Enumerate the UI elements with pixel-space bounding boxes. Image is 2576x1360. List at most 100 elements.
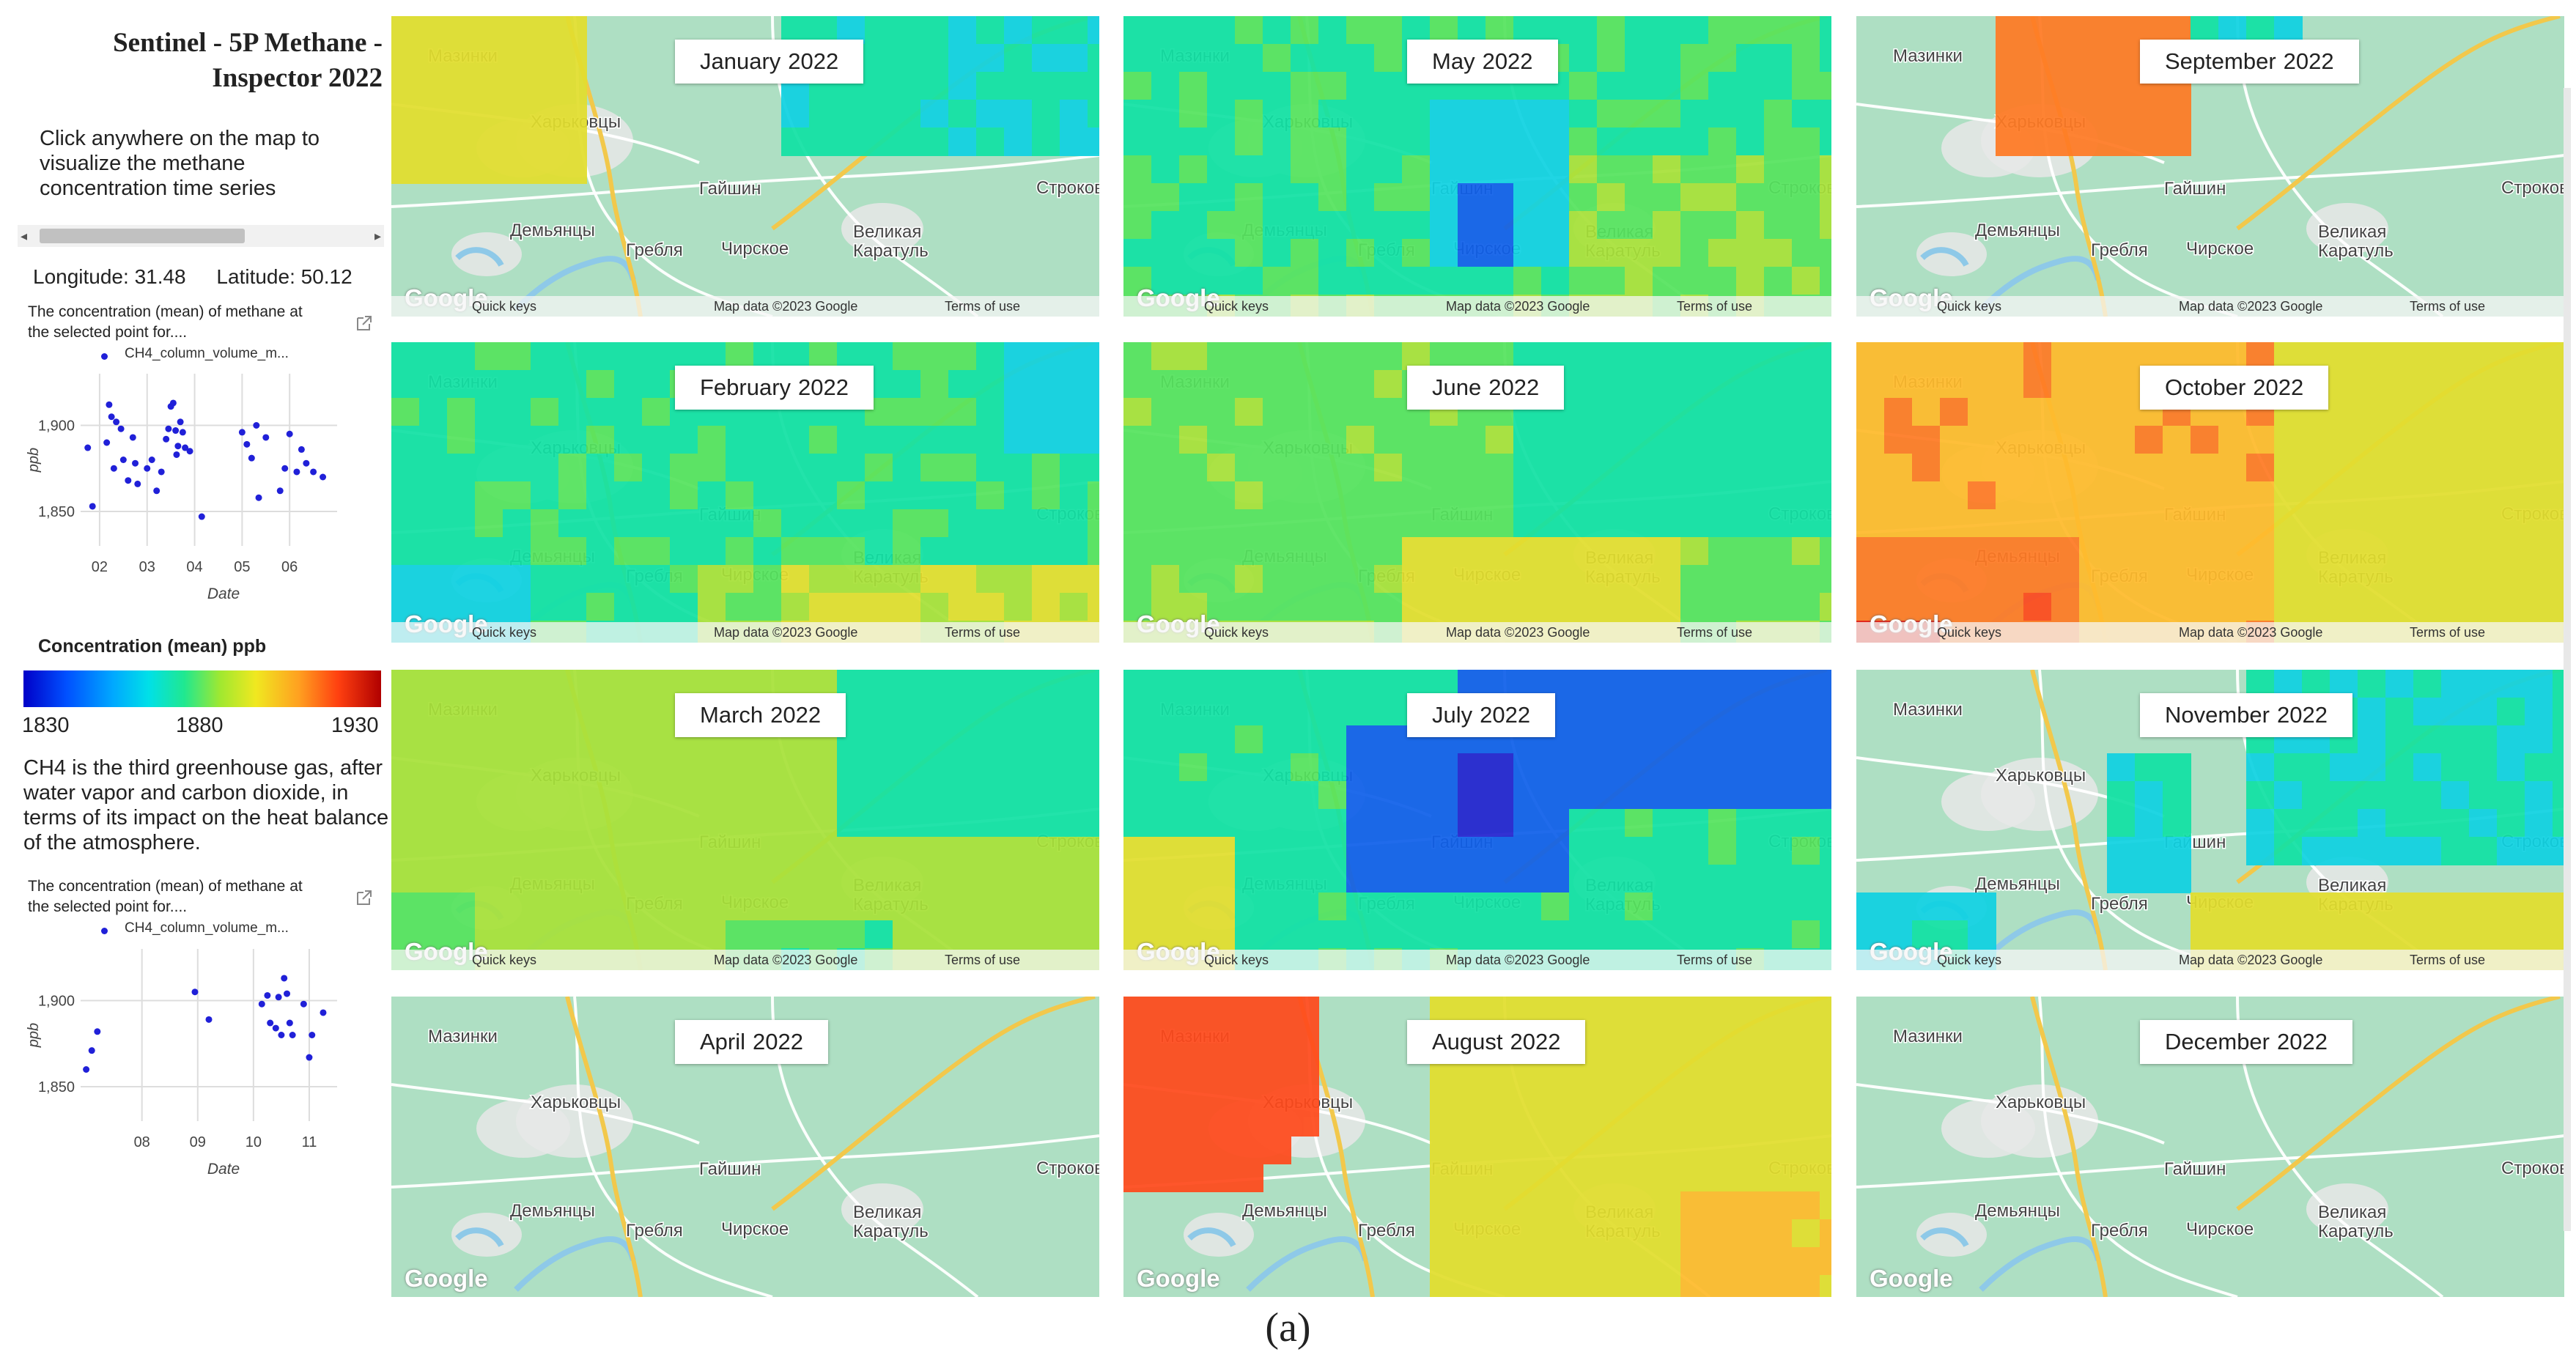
chart1-point[interactable] (173, 451, 180, 458)
chart1-point[interactable] (298, 446, 305, 453)
chart1-point[interactable] (172, 427, 180, 435)
map-panel-may[interactable]: МазинкиХарьковцыГайшинДемьянцыГребляЧирс… (1123, 16, 1831, 317)
terms-link[interactable]: Terms of use (945, 299, 1021, 314)
chart1-point[interactable] (108, 413, 115, 421)
chart1-point[interactable] (110, 465, 117, 472)
quick-keys-link[interactable]: Quick keys (1937, 625, 2002, 640)
terms-link[interactable]: Terms of use (2410, 625, 2486, 640)
map-panel-aug[interactable]: МазинкиХарьковцыГайшинДемьянцыГребляЧирс… (1123, 997, 1831, 1297)
chart1-point[interactable] (320, 473, 327, 481)
chart2-point[interactable] (281, 975, 288, 982)
chart2-point[interactable] (272, 1024, 279, 1032)
chart2-point[interactable] (289, 1032, 296, 1038)
chart1-point[interactable] (243, 440, 251, 448)
chart2-point[interactable] (275, 994, 282, 1001)
chart2-point[interactable] (83, 1066, 90, 1073)
chart1-point[interactable] (303, 459, 310, 467)
chart1-point[interactable] (281, 465, 289, 472)
scrollbar-thumb[interactable] (40, 229, 245, 243)
chart2-point[interactable] (278, 1032, 285, 1038)
chart2-point[interactable] (309, 1032, 316, 1038)
chart1-point[interactable] (253, 422, 260, 429)
scroll-right-icon[interactable]: ▸ (374, 229, 381, 243)
chart1-point[interactable] (186, 448, 193, 455)
terms-link[interactable]: Terms of use (945, 625, 1021, 640)
chart2-point[interactable] (264, 991, 271, 999)
map-panel-jan[interactable]: МазинкиХарьковцыГайшинДемьянцыГребляЧирс… (391, 16, 1099, 317)
chart2-point[interactable] (88, 1047, 95, 1054)
vertical-scrollbar[interactable] (2564, 88, 2571, 1231)
chart1-point[interactable] (158, 468, 165, 476)
map-panel-jun[interactable]: МазинкиХарьковцыГайшинДемьянцыГребляЧирс… (1123, 342, 1831, 643)
chart1-point[interactable] (113, 418, 120, 426)
chart1-point[interactable] (182, 444, 189, 451)
terms-link[interactable]: Terms of use (1677, 299, 1753, 314)
chart2-point[interactable] (284, 990, 291, 997)
map-panel-apr[interactable]: Мазинки Харьковцы Гайшин Демьянцы Гребля Чирс… (391, 997, 1099, 1297)
chart1-point[interactable] (84, 444, 92, 451)
terms-link[interactable]: Terms of use (2410, 953, 2486, 967)
chart1-point[interactable] (262, 434, 270, 441)
map-panel-feb[interactable]: МазинкиХарьковцыГайшинДемьянцыГребляЧирс… (391, 342, 1099, 643)
quick-keys-link[interactable]: Quick keys (1937, 953, 2002, 967)
chart1-point[interactable] (179, 429, 186, 436)
chart1-point[interactable] (144, 465, 151, 472)
chart1-point[interactable] (255, 494, 262, 501)
horizontal-scrollbar[interactable]: ◂ ▸ (18, 225, 384, 247)
chart2-point[interactable] (306, 1054, 313, 1061)
chart1-point[interactable] (165, 425, 172, 432)
quick-keys-link[interactable]: Quick keys (472, 625, 537, 640)
open-external-icon-2[interactable] (355, 888, 374, 907)
quick-keys-link[interactable]: Quick keys (472, 299, 537, 314)
map-panel-dec[interactable]: Мазинки Харьковцы Гайшин Демьянцы Гребля Чирс… (1856, 997, 2564, 1297)
map-panel-sep[interactable]: МазинкиХарьковцыГайшинДемьянцыГребляЧирс… (1856, 16, 2564, 317)
open-external-icon[interactable] (355, 314, 374, 333)
chart1-point[interactable] (148, 457, 155, 463)
quick-keys-link[interactable]: Quick keys (1937, 299, 2002, 314)
terms-link[interactable]: Terms of use (2410, 299, 2486, 314)
chart1-point[interactable] (286, 430, 293, 437)
chart1-point[interactable] (119, 457, 127, 463)
chart1-point[interactable] (293, 468, 300, 476)
chart1-point[interactable] (310, 468, 317, 476)
chart1-point[interactable] (106, 401, 113, 408)
chart1-point[interactable] (169, 399, 177, 407)
chart1-point[interactable] (276, 487, 284, 495)
chart2-point[interactable] (258, 1000, 265, 1008)
chart1-point[interactable] (117, 425, 125, 432)
chart2-point[interactable] (300, 1000, 307, 1008)
terms-link[interactable]: Terms of use (945, 953, 1021, 967)
chart2-point[interactable] (94, 1028, 101, 1035)
terms-link[interactable]: Terms of use (1677, 953, 1753, 967)
chart2-point[interactable] (267, 1019, 274, 1027)
chart2-point[interactable] (191, 988, 199, 996)
chart1-point[interactable] (198, 513, 205, 520)
chart1-point[interactable] (132, 459, 139, 467)
quick-keys-link[interactable]: Quick keys (472, 953, 537, 967)
chart1-point[interactable] (134, 480, 141, 487)
chart1-point[interactable] (163, 435, 170, 443)
quick-keys-link[interactable]: Quick keys (1204, 953, 1269, 967)
chart1-point[interactable] (238, 429, 246, 436)
chart1-point[interactable] (174, 443, 182, 450)
map-panel-mar[interactable]: МазинкиХарьковцыГайшинДемьянцыГребляЧирс… (391, 670, 1099, 970)
chart1-point[interactable] (125, 477, 132, 484)
chart1-point[interactable] (129, 434, 136, 441)
map-panel-oct[interactable]: МазинкиХарьковцыГайшинДемьянцыГребляЧирс… (1856, 342, 2564, 643)
chart2-point[interactable] (320, 1009, 327, 1016)
map-panel-jul[interactable]: МазинкиХарьковцыГайшинДемьянцыГребляЧирс… (1123, 670, 1831, 970)
scroll-left-icon[interactable]: ◂ (21, 229, 28, 243)
chart2-point[interactable] (286, 1019, 293, 1027)
chart1-point[interactable] (248, 454, 255, 462)
chart1-point[interactable] (103, 439, 111, 446)
chart1-point[interactable] (177, 418, 184, 426)
chart1-point[interactable] (153, 487, 160, 495)
chart2-point[interactable] (205, 1016, 213, 1023)
quick-keys-link[interactable]: Quick keys (1204, 625, 1269, 640)
terms-link[interactable]: Terms of use (1677, 625, 1753, 640)
chart1-point[interactable] (89, 503, 96, 510)
quick-keys-link[interactable]: Quick keys (1204, 299, 1269, 314)
map-panel-nov[interactable]: МазинкиХарьковцыГайшинДемьянцыГребляЧирс… (1856, 670, 2564, 970)
